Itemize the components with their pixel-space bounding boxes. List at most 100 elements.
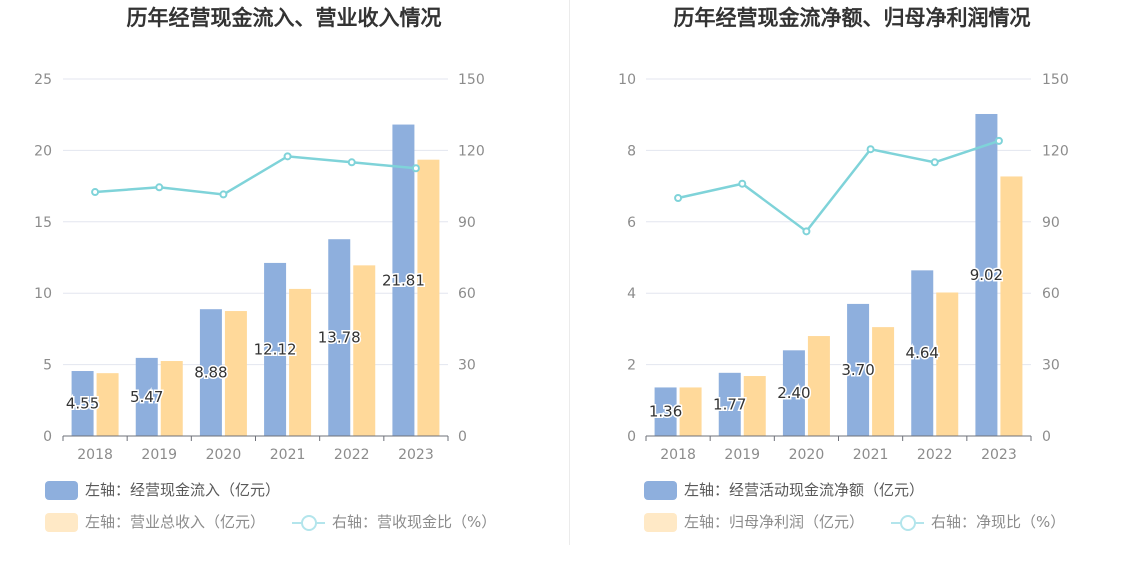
bar xyxy=(1000,176,1023,436)
y-right-tick-label: 90 xyxy=(458,215,476,231)
y-left-tick-label: 8 xyxy=(627,143,636,159)
bar-swatch-icon xyxy=(45,480,78,500)
legend-item[interactable]: 左轴：归母净利润（亿元） xyxy=(644,511,864,533)
y-left-tick-label: 10 xyxy=(34,286,52,302)
x-tick-label: 2018 xyxy=(660,447,696,463)
data-label: 4.55 xyxy=(66,395,99,413)
legend-item[interactable]: 右轴：净现比（%） xyxy=(891,511,1065,533)
x-tick-label: 2019 xyxy=(724,447,760,463)
bar xyxy=(782,350,805,436)
y-right-tick-label: 60 xyxy=(458,286,476,302)
y-right-tick-label: 90 xyxy=(1042,215,1060,231)
y-left-tick-label: 15 xyxy=(34,215,52,231)
bar xyxy=(911,270,934,436)
x-tick-label: 2023 xyxy=(398,447,434,463)
line-point xyxy=(994,136,1003,145)
line-point xyxy=(738,179,747,188)
data-label: 9.02 xyxy=(970,266,1003,284)
bar xyxy=(679,387,702,436)
panel-divider xyxy=(569,0,570,545)
y-left-tick-label: 6 xyxy=(627,215,636,231)
y-right-tick-label: 0 xyxy=(1042,429,1051,445)
y-left-tick-label: 20 xyxy=(34,143,52,159)
bar xyxy=(392,124,415,437)
bar xyxy=(224,311,247,436)
x-tick-label: 2023 xyxy=(981,447,1017,463)
data-label: 4.64 xyxy=(906,344,939,362)
data-label: 13.78 xyxy=(318,329,361,347)
x-tick-label: 2019 xyxy=(141,447,177,463)
line-point xyxy=(866,145,875,154)
bar xyxy=(936,292,959,436)
y-left-tick-label: 0 xyxy=(43,429,52,445)
legend-label: 左轴：归母净利润（亿元） xyxy=(684,513,865,531)
chart-2-svg: 0 2 4 6 8 10 0 30 60 90 120 150 2018 2019 2020 2021 2022… xyxy=(618,72,1069,463)
y-right-tick-label: 120 xyxy=(458,143,485,159)
data-label: 12.12 xyxy=(254,340,297,358)
chart-legend: 左轴：经营活动现金流净额（亿元） 左轴：归母净利润（亿元） 右轴：净现比（%） xyxy=(644,479,1124,539)
y-right-tick-label: 30 xyxy=(458,358,476,374)
series-line xyxy=(94,155,417,196)
chart-title: 历年经营现金流净额、归母净利润情况 xyxy=(673,6,1031,30)
bar xyxy=(135,357,158,436)
x-tick-label: 2021 xyxy=(270,447,306,463)
line-point xyxy=(674,194,683,202)
line-point xyxy=(802,227,811,236)
bar xyxy=(353,265,376,436)
line-point xyxy=(155,183,164,192)
x-tick-label: 2018 xyxy=(77,447,113,463)
bar-swatch-icon xyxy=(644,512,677,532)
bar-swatch-icon xyxy=(644,480,677,500)
bar xyxy=(872,327,895,436)
bar xyxy=(654,387,677,436)
legend-label: 左轴：经营活动现金流净额（亿元） xyxy=(684,481,925,499)
legend-label: 右轴：净现比（%） xyxy=(931,513,1066,531)
bar-swatch-icon xyxy=(45,512,78,532)
x-tick-label: 2021 xyxy=(853,447,889,463)
series-line xyxy=(677,139,1000,234)
bar xyxy=(264,262,287,436)
y-left-tick-label: 10 xyxy=(618,72,636,88)
legend-item[interactable]: 左轴：经营现金流入（亿元） xyxy=(45,479,280,501)
bar xyxy=(807,336,830,436)
y-right-tick-label: 120 xyxy=(1042,143,1069,159)
x-tick-label: 2020 xyxy=(789,447,825,463)
y-right-tick-label: 150 xyxy=(458,72,485,88)
data-label: 8.88 xyxy=(194,364,227,382)
y-left-tick-label: 25 xyxy=(34,72,52,88)
data-label: 2.40 xyxy=(777,384,810,402)
legend-label: 右轴：营收现金比（%） xyxy=(332,513,497,531)
x-tick-label: 2020 xyxy=(206,447,242,463)
bar xyxy=(417,159,440,436)
chart-legend: 左轴：经营现金流入（亿元） 左轴：营业总收入（亿元） 右轴：营收现金比（%） xyxy=(45,479,565,539)
legend-item[interactable]: 右轴：营收现金比（%） xyxy=(292,511,496,533)
data-label: 3.70 xyxy=(841,361,874,379)
bar xyxy=(743,376,766,436)
bar xyxy=(847,303,870,436)
legend-item[interactable]: 左轴：经营活动现金流净额（亿元） xyxy=(644,479,924,501)
legend-item[interactable]: 左轴：营业总收入（亿元） xyxy=(45,511,265,533)
bar xyxy=(289,288,312,436)
line-marker-icon xyxy=(891,513,924,532)
data-label: 5.47 xyxy=(130,388,163,406)
data-label: 21.81 xyxy=(382,271,425,289)
data-label: 1.36 xyxy=(649,403,682,421)
bar xyxy=(71,371,94,436)
bar xyxy=(328,239,351,436)
y-right-tick-label: 30 xyxy=(1042,358,1060,374)
legend-label: 左轴：营业总收入（亿元） xyxy=(85,513,266,531)
x-tick-label: 2022 xyxy=(917,447,953,463)
line-point xyxy=(283,152,292,161)
bar xyxy=(160,361,183,436)
chart-1-svg: 0 5 10 15 20 25 0 30 60 90 120 150 2018 2019 2020 2021 2… xyxy=(34,72,485,463)
bar xyxy=(199,309,222,436)
data-label: 1.77 xyxy=(713,395,746,413)
y-right-tick-label: 60 xyxy=(1042,286,1060,302)
x-tick-label: 2022 xyxy=(334,447,370,463)
y-left-tick-label: 2 xyxy=(627,358,636,374)
line-point xyxy=(347,158,356,167)
line-marker-icon xyxy=(292,513,325,532)
y-left-tick-label: 4 xyxy=(627,286,636,302)
legend-label: 左轴：经营现金流入（亿元） xyxy=(85,481,281,499)
line-point xyxy=(930,158,939,167)
